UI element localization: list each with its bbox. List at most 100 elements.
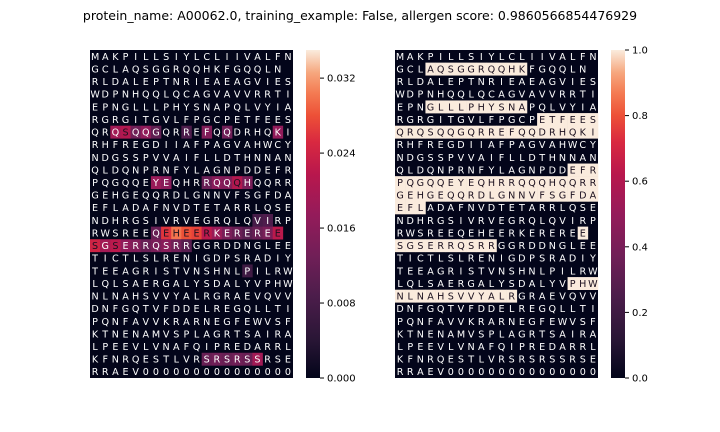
residue-label: R: [214, 355, 221, 366]
residue-label: D: [569, 254, 576, 265]
residue-label: R: [224, 342, 231, 353]
residue-label: R: [397, 228, 404, 239]
residue-label: V: [153, 342, 160, 353]
heatmap-cell: [445, 289, 457, 303]
residue-label: Y: [182, 165, 189, 176]
heatmap-cell: [181, 125, 192, 139]
residue-label: L: [397, 279, 403, 290]
heatmap-cell: [567, 277, 578, 290]
residue-label: F: [539, 317, 545, 328]
heatmap-cell: [455, 289, 467, 303]
colorbar-tick-label: 0.2: [632, 308, 648, 319]
colorbar-tick-label: 0.008: [327, 299, 356, 310]
heatmap-cell: [506, 100, 518, 114]
heatmap-cell: [242, 226, 253, 240]
residue-label: Q: [437, 64, 445, 75]
residue-label: L: [448, 342, 454, 353]
residue-label: G: [457, 128, 464, 139]
residue-label: 0: [509, 367, 515, 378]
residue-label: F: [275, 165, 281, 176]
heatmap-cell: [537, 113, 548, 126]
residue-label: R: [193, 355, 200, 366]
residue-label: A: [183, 317, 190, 328]
heatmap-cell: [496, 289, 507, 303]
residue-label: S: [194, 102, 200, 113]
residue-label: P: [123, 52, 129, 63]
residue-label: I: [581, 102, 584, 113]
residue-label: N: [579, 64, 586, 75]
residue-label: L: [184, 279, 190, 290]
residue-label: R: [224, 329, 231, 340]
residue-label: R: [92, 115, 99, 126]
residue-label: R: [224, 292, 231, 303]
residue-label: A: [427, 292, 434, 303]
residue-label: R: [153, 165, 160, 176]
residue-label: G: [203, 254, 210, 265]
residue-label: R: [498, 317, 505, 328]
residue-label: R: [254, 90, 261, 101]
residue-label: A: [579, 153, 586, 164]
residue-label: S: [509, 279, 515, 290]
residue-label: I: [470, 140, 473, 151]
residue-label: L: [103, 292, 109, 303]
residue-label: Q: [498, 64, 506, 75]
residue-label: 0: [183, 367, 189, 378]
residue-label: I: [571, 329, 574, 340]
residue-label: H: [437, 90, 444, 101]
heatmap-cell: [232, 226, 243, 240]
heatmap-cell: [466, 239, 477, 253]
residue-label: H: [549, 153, 556, 164]
residue-label: L: [245, 102, 251, 113]
residue-label: G: [457, 115, 464, 126]
residue-label: N: [91, 216, 98, 227]
heatmap-cell: [191, 226, 202, 240]
heatmap-cell: [526, 176, 538, 190]
residue-label: G: [538, 304, 545, 315]
residue-label: A: [254, 52, 261, 63]
residue-label: R: [549, 254, 556, 265]
residue-label: Q: [437, 128, 445, 139]
residue-label: I: [460, 216, 463, 227]
heatmap-cell: [232, 352, 243, 366]
residue-label: N: [122, 90, 129, 101]
residue-label: E: [285, 241, 291, 252]
heatmap-cell: [547, 125, 558, 139]
residue-label: G: [233, 304, 240, 315]
residue-label: N: [112, 317, 119, 328]
residue-label: Y: [569, 102, 576, 113]
residue-label: L: [408, 77, 414, 88]
heatmap-cell: [161, 176, 172, 190]
colorbar-tick-label: 0.016: [327, 224, 356, 235]
residue-label: 0: [204, 367, 210, 378]
residue-label: S: [427, 279, 433, 290]
residue-label: N: [254, 153, 261, 164]
heatmap-cell: [567, 188, 578, 202]
residue-label: R: [519, 355, 526, 366]
heatmap-cell: [272, 125, 284, 139]
residue-label: H: [132, 292, 139, 303]
heatmap-cell: [252, 214, 263, 227]
residue-label: F: [479, 165, 485, 176]
residue-label: G: [437, 216, 444, 227]
residue-label: C: [183, 90, 190, 101]
heatmap-cell: [455, 188, 467, 202]
residue-label: R: [458, 165, 465, 176]
residue-label: K: [519, 228, 526, 239]
residue-label: Q: [467, 128, 475, 139]
residue-label: N: [468, 165, 475, 176]
residue-label: L: [265, 304, 271, 315]
residue-label: 0: [224, 367, 230, 378]
residue-label: F: [234, 191, 240, 202]
residue-label: F: [580, 52, 586, 63]
residue-label: D: [538, 128, 545, 139]
residue-label: P: [102, 342, 108, 353]
residue-label: Y: [152, 178, 159, 189]
residue-label: S: [427, 153, 433, 164]
residue-label: L: [103, 165, 109, 176]
residue-label: S: [275, 203, 281, 214]
heatmap-cell: [567, 125, 578, 139]
residue-label: I: [266, 216, 269, 227]
residue-label: L: [590, 342, 596, 353]
residue-label: K: [468, 317, 475, 328]
residue-label: E: [275, 77, 281, 88]
